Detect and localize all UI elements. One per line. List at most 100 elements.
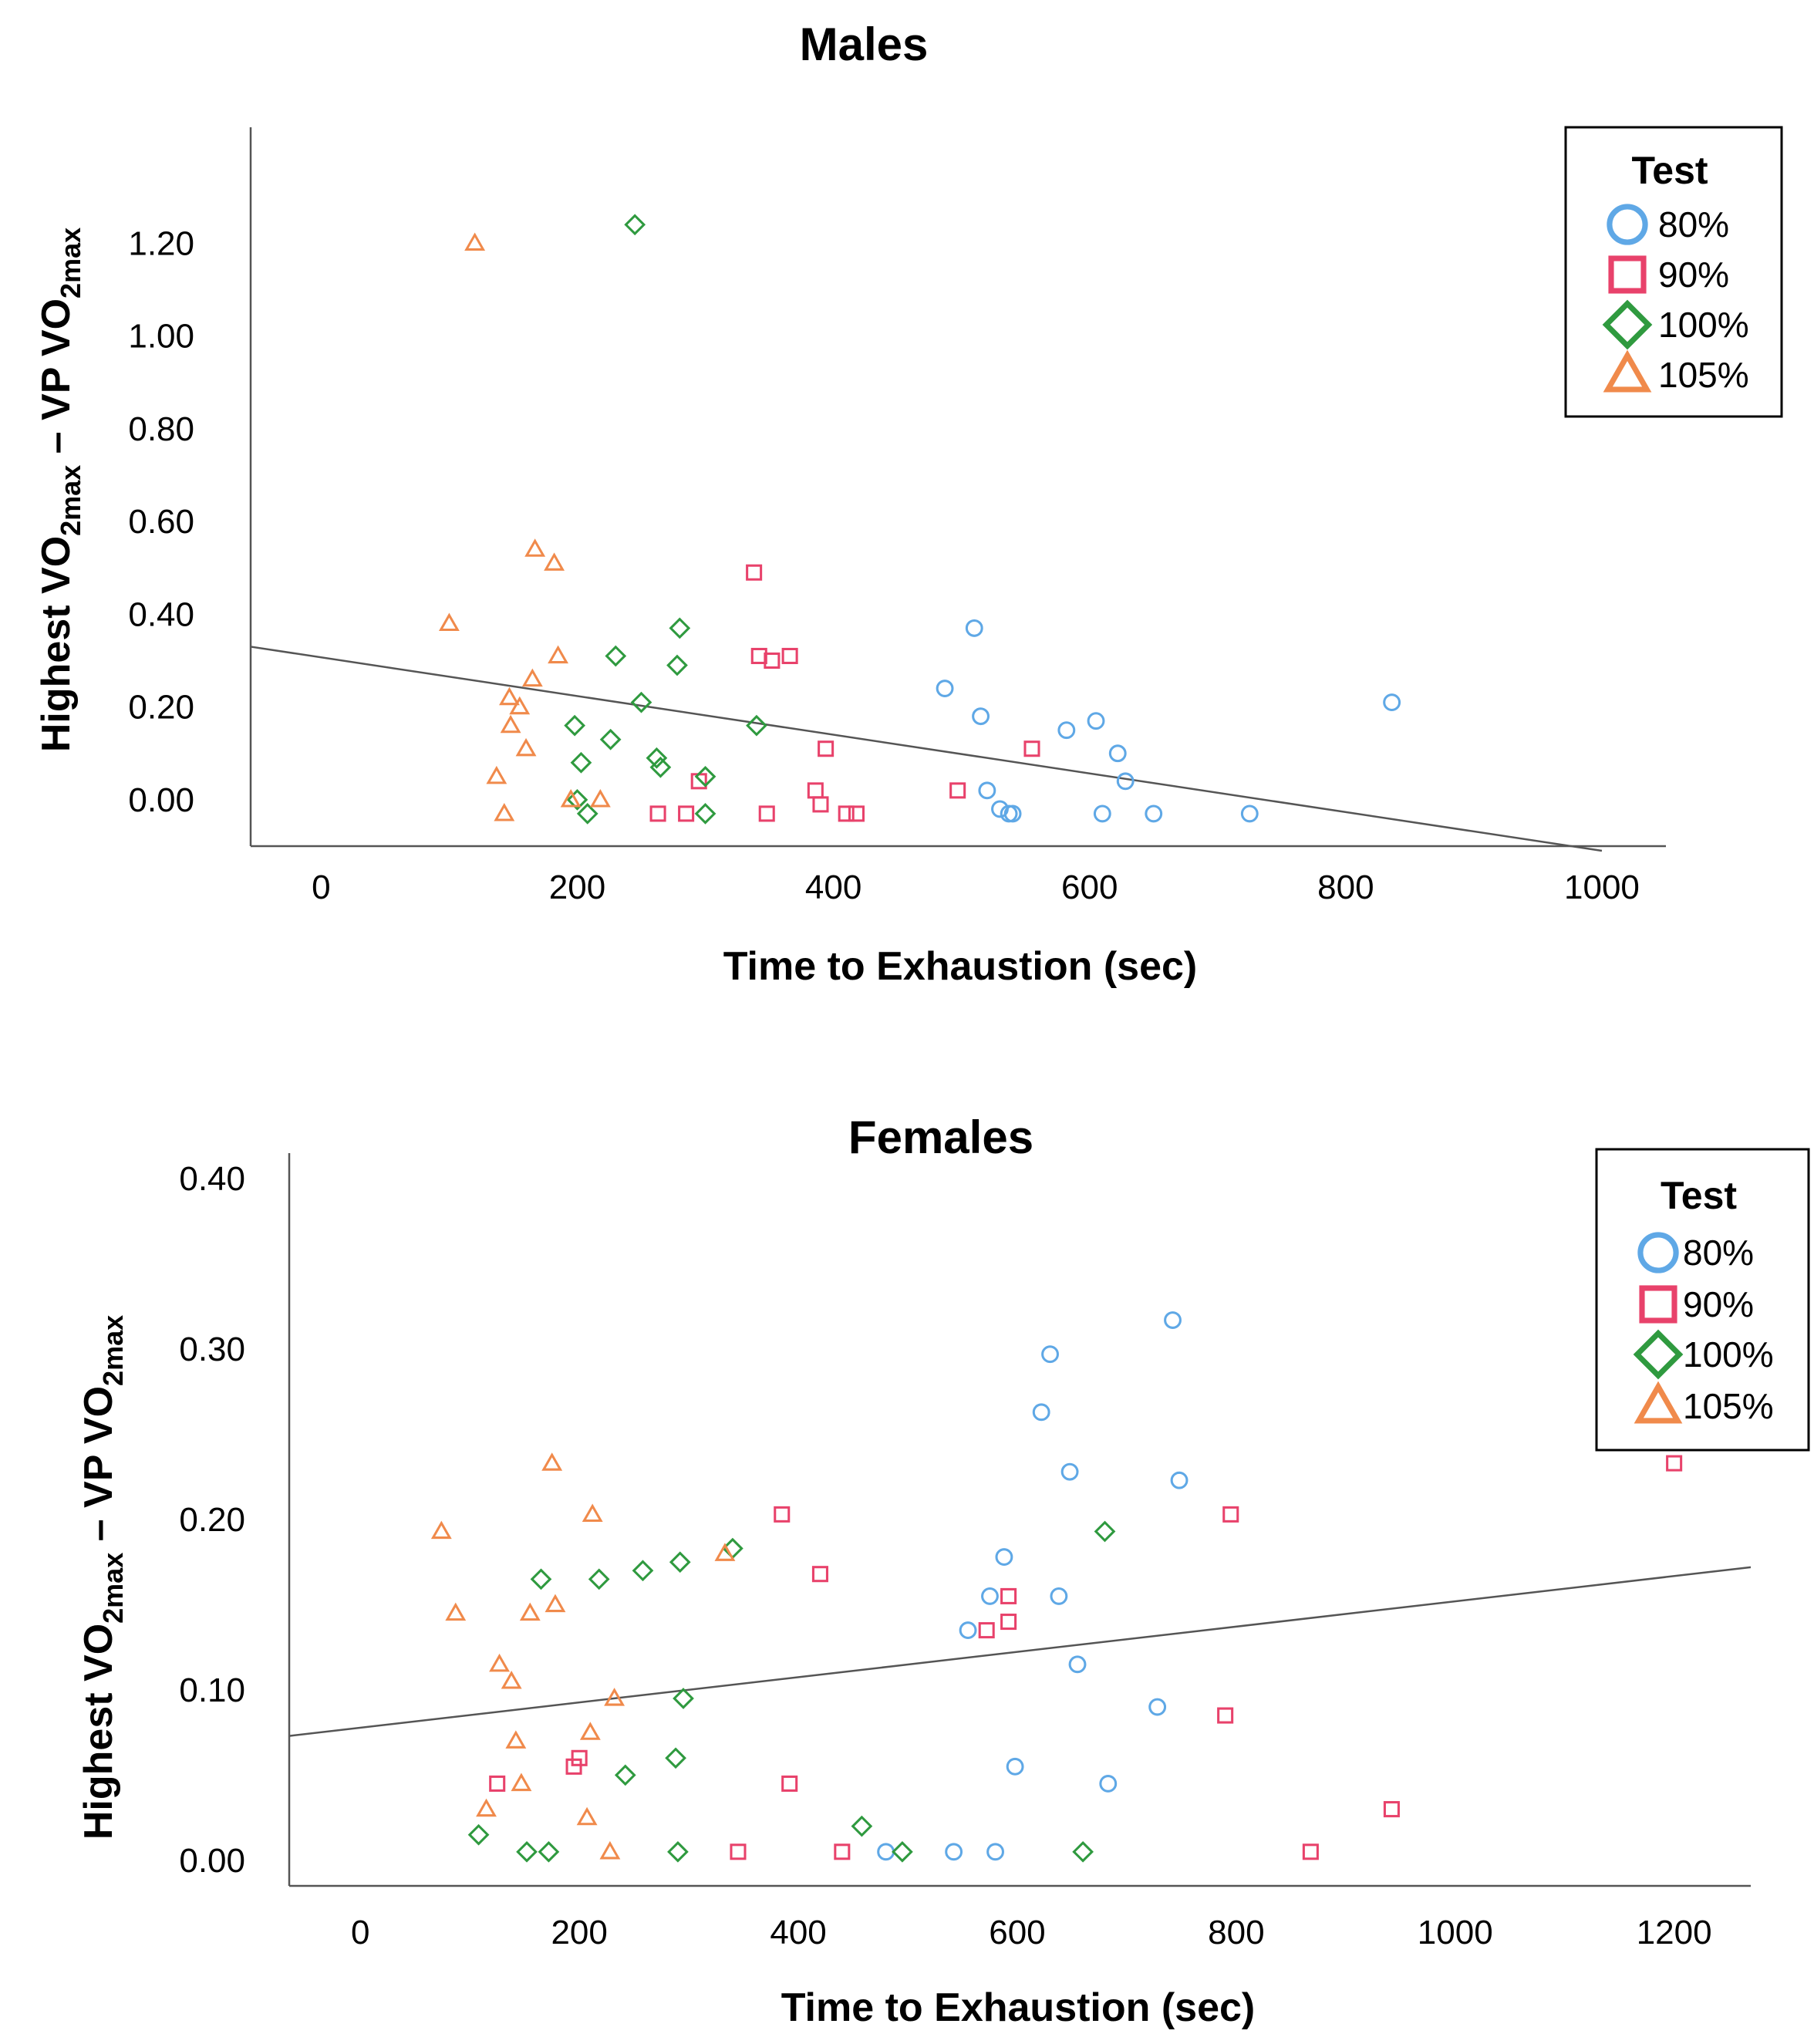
data-point xyxy=(965,619,983,637)
legend-title: Test xyxy=(1661,1174,1737,1217)
data-point xyxy=(624,214,646,236)
y-tick-label: 1.00 xyxy=(128,318,194,356)
data-point xyxy=(541,1452,563,1471)
y-axis-label-subscript: 2max xyxy=(55,465,86,536)
x-tick-label: 1200 xyxy=(1637,1914,1712,1951)
legend-marker-triangle xyxy=(1634,1381,1683,1424)
data-point xyxy=(949,782,966,799)
fit-line xyxy=(250,646,1603,852)
data-point xyxy=(1050,1587,1068,1605)
chart-title: Females xyxy=(848,1111,1033,1163)
data-point xyxy=(1093,804,1111,823)
legend-label: 100% xyxy=(1658,305,1749,345)
legend-label: 105% xyxy=(1658,355,1749,395)
series-90pct xyxy=(489,1455,1683,1860)
data-point xyxy=(1041,1345,1059,1364)
data-point xyxy=(1087,712,1105,730)
data-point xyxy=(1222,1506,1239,1523)
data-point xyxy=(511,1772,532,1792)
series-90pct xyxy=(649,564,1040,822)
data-point xyxy=(476,1798,497,1817)
data-point xyxy=(599,1840,621,1860)
data-point xyxy=(1003,804,1022,823)
data-point xyxy=(1072,1840,1094,1863)
series-105pct xyxy=(430,1452,736,1860)
data-point xyxy=(499,686,520,706)
series-105pct xyxy=(438,232,611,821)
legend-marker-triangle xyxy=(1603,349,1652,393)
data-point xyxy=(494,803,515,821)
data-point xyxy=(599,728,622,750)
fit-line xyxy=(288,1566,1752,1737)
y-axis-label-part: Highest VO xyxy=(34,536,79,752)
y-axis-label-subscript: 2max xyxy=(97,1315,129,1386)
legend-label: 80% xyxy=(1658,204,1729,245)
data-point xyxy=(489,1775,506,1792)
legend-title: Test xyxy=(1631,149,1708,192)
data-point xyxy=(978,781,996,800)
data-point xyxy=(1032,1403,1050,1422)
legend-marker-circle xyxy=(1607,204,1648,245)
data-point xyxy=(1240,804,1259,823)
data-point xyxy=(978,1622,995,1639)
data-point xyxy=(1057,721,1076,740)
data-point xyxy=(851,1815,873,1837)
data-point xyxy=(576,1806,598,1826)
data-point xyxy=(545,1594,566,1613)
y-tick-label: 1.20 xyxy=(128,224,194,262)
legend-marker-square xyxy=(1608,255,1647,294)
y-axis-label-subscript: 2max xyxy=(97,1553,129,1624)
data-point xyxy=(544,552,565,571)
x-tick-label: 200 xyxy=(549,869,605,906)
data-point xyxy=(986,1843,1004,1861)
data-point xyxy=(838,805,855,822)
data-point xyxy=(665,1747,686,1769)
legend-box xyxy=(1564,126,1783,418)
series-100pct xyxy=(564,214,767,825)
x-tick-label: 0 xyxy=(312,869,330,906)
data-point xyxy=(818,740,835,757)
data-point xyxy=(566,789,588,811)
legend-marker-square xyxy=(1639,1285,1677,1324)
data-point xyxy=(1060,1462,1079,1481)
data-point xyxy=(781,1775,798,1792)
data-point xyxy=(564,714,586,737)
series-80pct xyxy=(936,619,1401,823)
y-tick-label: 0.30 xyxy=(179,1331,245,1368)
data-point xyxy=(588,1568,610,1590)
y-tick-label: 0.00 xyxy=(128,781,194,819)
data-point xyxy=(959,1621,977,1640)
data-point xyxy=(524,538,546,557)
data-point xyxy=(438,612,460,632)
chart-title: Males xyxy=(800,19,929,70)
x-tick-label: 1000 xyxy=(1418,1914,1493,1951)
legend-label: 90% xyxy=(1683,1284,1754,1324)
legend-label: 80% xyxy=(1683,1233,1754,1273)
data-point xyxy=(995,1548,1013,1567)
legend-label: 105% xyxy=(1683,1386,1774,1426)
data-point xyxy=(1217,1707,1234,1724)
data-point xyxy=(981,1587,999,1605)
data-point xyxy=(505,1730,527,1749)
data-point xyxy=(694,765,716,788)
data-point xyxy=(730,1843,747,1860)
legend-marker-circle xyxy=(1637,1232,1679,1273)
y-axis-label-part: Highest VO xyxy=(76,1624,121,1840)
data-point xyxy=(746,714,767,737)
data-point xyxy=(589,788,611,808)
data-point xyxy=(560,788,582,808)
data-point xyxy=(582,1503,603,1523)
data-point xyxy=(501,1670,522,1689)
series-100pct xyxy=(467,1520,1116,1863)
data-point xyxy=(781,647,798,665)
data-point xyxy=(1145,804,1163,823)
y-tick-label: 0.20 xyxy=(128,689,194,727)
y-tick-label: 0.40 xyxy=(128,595,194,633)
data-point xyxy=(548,645,568,664)
y-tick-label: 0.60 xyxy=(128,503,194,541)
x-tick-label: 600 xyxy=(1061,869,1118,906)
data-point xyxy=(1383,1801,1400,1818)
data-point xyxy=(516,1840,538,1863)
data-point xyxy=(694,803,716,825)
data-point xyxy=(445,1602,467,1621)
